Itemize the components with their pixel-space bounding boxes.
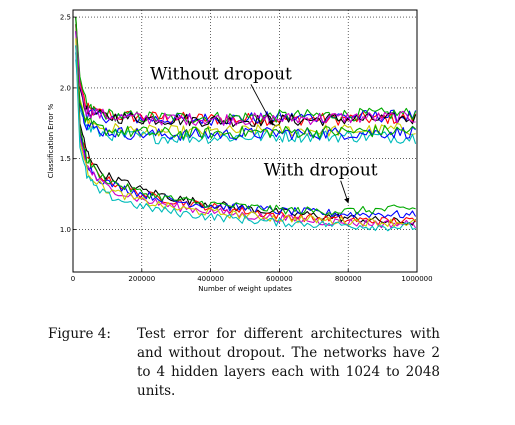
series-line-without-4 (75, 24, 416, 126)
series-line-without-3 (75, 31, 417, 128)
annotations: Without dropout With dropout (150, 64, 378, 204)
annotation-arrow-0 (250, 84, 273, 126)
series-line-with-14 (75, 38, 416, 228)
x-tick-label: 1000000 (401, 275, 432, 283)
series-line-without-8 (75, 45, 416, 140)
grid (72, 10, 418, 272)
x-axis-label: Number of weight updates (198, 285, 292, 293)
x-tick-label: 800000 (335, 275, 362, 283)
series-line-with-11 (75, 31, 417, 219)
y-tick-label: 1.5 (60, 155, 71, 163)
series-line-without-5 (75, 45, 416, 139)
series-line-with-13 (75, 31, 417, 229)
caption-text: Test error for different architectures w… (137, 326, 440, 399)
annotation-label-0: Without dropout (150, 64, 292, 84)
series-line-without-7 (75, 52, 416, 141)
ticks: 0 200000 400000 600000 800000 1000000 1.0 1.5 2.… (60, 14, 433, 283)
chart: 0 200000 400000 600000 800000 1000000 1.0 1.5 2.… (47, 9, 433, 293)
x-tick-label: 200000 (128, 275, 155, 283)
annotation-label-1: With dropout (264, 161, 378, 181)
x-tick-label: 400000 (197, 275, 224, 283)
y-tick-label: 2.5 (60, 14, 71, 22)
annotation-arrow-1 (340, 180, 350, 204)
caption-label: Figure 4: (48, 326, 111, 342)
y-tick-label: 2.0 (60, 84, 71, 92)
series-layer (75, 17, 417, 232)
series-line-with-12 (75, 17, 416, 216)
y-axis-label: Classification Error % (47, 103, 55, 178)
x-tick-label: 600000 (266, 275, 293, 283)
plot-frame (72, 9, 418, 273)
series-line-with-15 (75, 45, 416, 232)
x-tick-label: 0 (71, 275, 75, 283)
y-tick-label: 1.0 (60, 226, 71, 234)
